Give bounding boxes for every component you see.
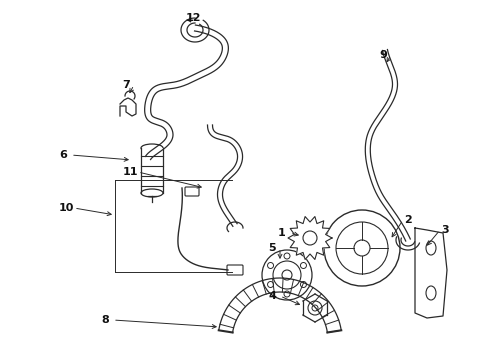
Ellipse shape <box>141 144 163 152</box>
Text: 12: 12 <box>185 13 201 23</box>
Text: 2: 2 <box>404 215 412 225</box>
Circle shape <box>268 262 273 269</box>
Bar <box>141 148 163 193</box>
Circle shape <box>262 250 312 300</box>
Text: 10: 10 <box>58 203 74 213</box>
Ellipse shape <box>141 189 163 197</box>
Circle shape <box>300 282 306 288</box>
FancyBboxPatch shape <box>227 265 243 275</box>
Circle shape <box>308 301 322 315</box>
Text: 8: 8 <box>101 315 109 325</box>
Text: 6: 6 <box>59 150 67 160</box>
Text: 4: 4 <box>268 291 276 301</box>
Circle shape <box>354 240 370 256</box>
Circle shape <box>284 253 290 259</box>
Circle shape <box>336 222 388 274</box>
Ellipse shape <box>426 286 436 300</box>
Circle shape <box>268 282 273 288</box>
Text: 5: 5 <box>268 243 276 253</box>
Polygon shape <box>288 217 332 260</box>
Text: 9: 9 <box>379 50 387 60</box>
Circle shape <box>324 210 400 286</box>
Circle shape <box>284 291 290 297</box>
Circle shape <box>282 270 292 280</box>
Circle shape <box>312 305 318 311</box>
Circle shape <box>300 262 306 269</box>
Text: 3: 3 <box>441 225 449 235</box>
FancyBboxPatch shape <box>185 187 199 196</box>
Text: 1: 1 <box>278 228 286 238</box>
Text: 7: 7 <box>122 80 130 90</box>
Circle shape <box>273 261 301 289</box>
Circle shape <box>303 231 317 245</box>
Text: 11: 11 <box>122 167 138 177</box>
Ellipse shape <box>426 241 436 255</box>
